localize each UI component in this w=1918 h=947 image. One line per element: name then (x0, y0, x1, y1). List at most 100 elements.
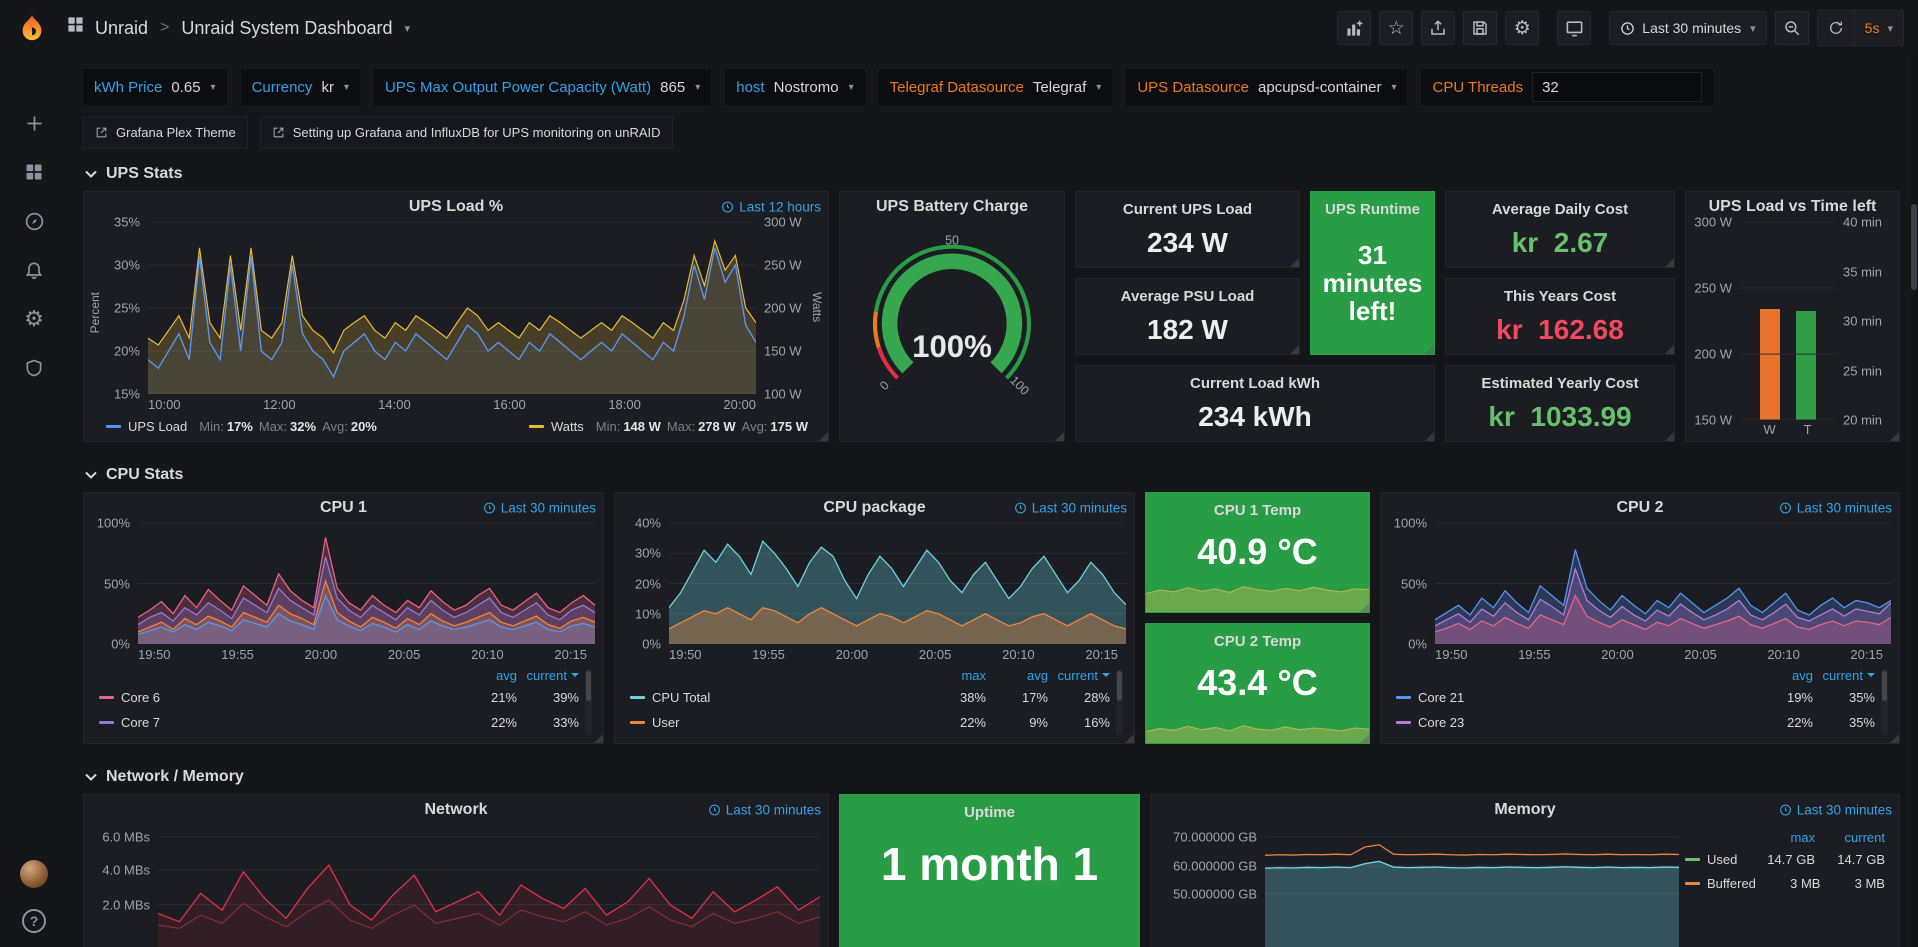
legend-series-name[interactable]: Core 23 (1418, 715, 1464, 730)
panel-title[interactable]: Memory (1494, 801, 1555, 819)
legend-series-name[interactable]: User (652, 715, 679, 730)
variable-cpu-threads[interactable]: CPU Threads 32 (1421, 69, 1713, 105)
time-badge[interactable]: Last 30 minutes (483, 501, 596, 516)
legend-col-current[interactable]: current (517, 668, 579, 683)
plot-area[interactable] (138, 523, 595, 644)
user-avatar-button[interactable] (11, 860, 57, 888)
panel-title[interactable]: Current UPS Load (1123, 201, 1252, 218)
legend-scrollbar[interactable] (585, 669, 592, 735)
dashboard-title[interactable]: Unraid System Dashboard (181, 18, 392, 39)
time-range-button[interactable]: Last 30 minutes ▾ (1609, 11, 1766, 45)
legend-col-current[interactable]: current (1048, 668, 1110, 683)
legend-row[interactable]: Used 14.7 GB 14.7 GB (1685, 847, 1885, 871)
legend-row[interactable]: Core 7 22% 33% (99, 710, 579, 735)
plot-area[interactable] (1435, 523, 1891, 644)
panel-title[interactable]: Average PSU Load (1121, 288, 1255, 305)
legend-row[interactable]: Core 23 22% 35% (1396, 710, 1875, 735)
panel-title[interactable]: UPS Load vs Time left (1709, 198, 1877, 216)
legend-col-avg[interactable]: avg (1751, 668, 1813, 683)
plot-area[interactable] (148, 222, 756, 394)
help-button[interactable]: ? (22, 909, 46, 933)
legend-row[interactable]: Buffered 3 MB 3 MB (1685, 871, 1885, 895)
plot-area[interactable] (158, 825, 820, 947)
create-button[interactable] (11, 102, 57, 144)
server-admin-button[interactable] (11, 347, 57, 389)
plot-area[interactable] (1265, 825, 1679, 947)
panel-header[interactable]: UPS Load % Last 12 hours (84, 192, 828, 222)
share-button[interactable] (1421, 11, 1455, 45)
panel-title[interactable]: UPS Battery Charge (876, 198, 1028, 216)
legend-col-current[interactable]: current (1815, 830, 1885, 845)
legend-series-name[interactable]: Core 6 (121, 690, 160, 705)
explore-button[interactable] (11, 200, 57, 242)
time-badge[interactable]: Last 30 minutes (1014, 501, 1127, 516)
time-badge[interactable]: Last 12 hours (721, 200, 821, 215)
legend-col-max[interactable]: max (1745, 830, 1815, 845)
legend-series-name[interactable]: Core 7 (121, 715, 160, 730)
time-badge[interactable]: Last 30 minutes (1779, 803, 1892, 818)
alerting-button[interactable] (11, 249, 57, 291)
legend-series-name[interactable]: Watts (551, 419, 584, 434)
legend-series-name[interactable]: Buffered (1707, 876, 1756, 891)
apps-grid-icon[interactable] (66, 15, 85, 34)
scrollbar-thumb[interactable] (1911, 204, 1917, 290)
legend-scrollbar[interactable] (1881, 669, 1888, 735)
dashboard-settings-button[interactable]: ⚙ (1505, 11, 1539, 45)
panel-header[interactable]: CPU 1 Last 30 minutes (84, 493, 603, 523)
breadcrumb-org[interactable]: Unraid (95, 18, 148, 39)
legend-row[interactable]: CPU Total 38% 17% 28% (630, 685, 1110, 710)
dashboards-button[interactable] (11, 151, 57, 193)
refresh-button[interactable] (1818, 11, 1854, 45)
panel-title[interactable]: Estimated Yearly Cost (1481, 375, 1638, 392)
legend-series-name[interactable]: UPS Load (128, 419, 187, 434)
panel-header[interactable]: UPS Battery Charge (840, 192, 1064, 222)
dashboard-link-ups-monitoring[interactable]: Setting up Grafana and InfluxDB for UPS … (260, 116, 673, 149)
legend-scrollbar[interactable] (1116, 669, 1123, 735)
legend-row[interactable]: Core 6 21% 39% (99, 685, 579, 710)
panel-title[interactable]: CPU 1 Temp (1214, 502, 1301, 519)
panel-title[interactable]: CPU package (823, 499, 925, 517)
caret-down-icon[interactable]: ▾ (404, 22, 410, 35)
legend-col-current[interactable]: current (1813, 668, 1875, 683)
variable-telegraf-datasource[interactable]: Telegraf Datasource Telegraf ▾ (879, 69, 1113, 105)
legend-series-name[interactable]: CPU Total (652, 690, 710, 705)
legend-row[interactable]: Core 21 19% 35% (1396, 685, 1875, 710)
star-button[interactable]: ☆ (1379, 11, 1413, 45)
legend-row[interactable]: User 22% 9% 16% (630, 710, 1110, 735)
legend-series-name[interactable]: Used (1707, 852, 1737, 867)
legend-col-max[interactable]: max (924, 668, 986, 683)
panel-title[interactable]: CPU 1 (320, 499, 367, 517)
panel-title[interactable]: UPS Load % (409, 198, 503, 216)
panel-title[interactable]: This Years Cost (1504, 288, 1616, 305)
plot-area[interactable] (669, 523, 1126, 644)
panel-title[interactable]: Network (424, 801, 487, 819)
panel-header[interactable]: Network Last 30 minutes (84, 795, 828, 825)
refresh-interval-button[interactable]: 5s ▾ (1854, 11, 1903, 45)
variable-kwh-price[interactable]: kWh Price 0.65 ▾ (83, 69, 227, 105)
legend-series-name[interactable]: Core 21 (1418, 690, 1464, 705)
cycle-view-button[interactable] (1557, 11, 1591, 45)
zoom-out-button[interactable] (1775, 11, 1809, 45)
time-badge[interactable]: Last 30 minutes (708, 803, 821, 818)
grafana-logo[interactable] (8, 13, 56, 43)
save-button[interactable] (1463, 11, 1497, 45)
section-ups-stats[interactable]: UPS Stats (85, 165, 1900, 183)
legend-col-avg[interactable]: avg (986, 668, 1048, 683)
panel-title[interactable]: Average Daily Cost (1492, 201, 1628, 218)
variable-host[interactable]: host Nostromo ▾ (725, 69, 864, 105)
section-network-memory[interactable]: Network / Memory (85, 768, 1900, 786)
panel-title[interactable]: Current Load kWh (1190, 375, 1320, 392)
panel-title[interactable]: CPU 2 Temp (1214, 633, 1301, 650)
dashboard-link-plex-theme[interactable]: Grafana Plex Theme (83, 116, 248, 149)
add-panel-button[interactable] (1337, 11, 1371, 45)
variable-currency[interactable]: Currency kr ▾ (241, 69, 360, 105)
configuration-button[interactable]: ⚙ (11, 298, 57, 340)
panel-header[interactable]: CPU package Last 30 minutes (615, 493, 1134, 523)
time-badge[interactable]: Last 30 minutes (1779, 501, 1892, 516)
panel-title[interactable]: CPU 2 (1616, 499, 1663, 517)
panel-header[interactable]: CPU 2 Last 30 minutes (1381, 493, 1899, 523)
legend-col-avg[interactable]: avg (455, 668, 517, 683)
panel-header[interactable]: Memory Last 30 minutes (1151, 795, 1899, 825)
variable-ups-datasource[interactable]: UPS Datasource apcupsd-container ▾ (1126, 69, 1407, 105)
section-cpu-stats[interactable]: CPU Stats (85, 466, 1900, 484)
